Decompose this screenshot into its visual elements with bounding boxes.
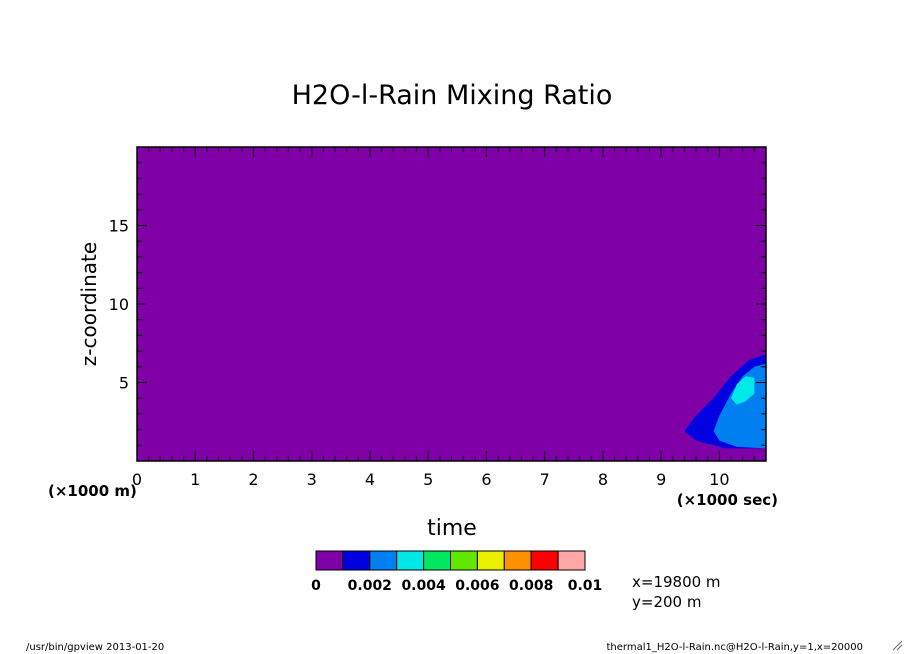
contour-layer — [684, 354, 766, 449]
position-x-label: x=19800 m — [632, 573, 721, 591]
colorbar-label: 0.006 — [455, 578, 499, 594]
chart-title: H2O-l-Rain Mixing Ratio — [292, 80, 613, 111]
position-y-label: y=200 m — [632, 593, 701, 611]
x-tick-label: 5 — [423, 470, 433, 489]
x-tick-label: 7 — [540, 470, 550, 489]
x-tick-label: 0 — [132, 470, 142, 489]
x-tick-label: 6 — [481, 470, 491, 489]
x-tick-label: 1 — [190, 470, 200, 489]
x-tick-label: 4 — [365, 470, 375, 489]
x-tick-label: 10 — [709, 470, 729, 489]
colorbar-swatch — [342, 550, 371, 571]
y-tick-label: 10 — [109, 295, 129, 314]
x-axis-label: time — [427, 516, 477, 541]
colorbar-label: 0.01 — [568, 578, 603, 594]
contour-region-2 — [731, 376, 755, 405]
colorbar-swatch — [369, 550, 398, 571]
colorbar-label: 0.004 — [401, 578, 446, 594]
colorbar-label: 0 — [311, 578, 321, 594]
colorbar-swatch — [396, 550, 425, 571]
x-tick-label: 9 — [656, 470, 666, 489]
x-tick-label: 2 — [248, 470, 258, 489]
colorbar-swatch — [557, 550, 586, 571]
resize-grip-icon — [892, 640, 903, 651]
colorbar-swatch — [315, 550, 344, 571]
plot-background — [137, 147, 766, 461]
colorbar-swatch — [476, 550, 505, 571]
colorbar-swatch — [503, 550, 532, 571]
y-tick-label: 5 — [119, 374, 129, 393]
colorbar: 0 0.002 0.004 0.006 0.008 0.01 — [311, 550, 603, 594]
y-axis: 5 10 15 — [109, 146, 766, 462]
colorbar-label: 0.002 — [348, 578, 392, 594]
x-axis-unit: (×1000 sec) — [677, 491, 778, 509]
colorbar-swatch — [450, 550, 478, 571]
colorbar-label: 0.008 — [509, 578, 553, 594]
y-tick-label: 15 — [109, 217, 129, 236]
colorbar-swatch — [530, 550, 559, 571]
y-axis-unit: (×1000 m) — [48, 482, 137, 500]
colorbar-swatch — [423, 550, 452, 571]
footer-command: /usr/bin/gpview 2013-01-20 — [26, 642, 164, 653]
x-tick-label: 3 — [307, 470, 317, 489]
y-axis-label: z-coordinate — [77, 242, 101, 366]
x-tick-label: 8 — [598, 470, 608, 489]
x-axis: 0 1 2 3 4 5 6 7 8 9 10 — [132, 147, 767, 489]
footer-source: thermal1_H2O-l-Rain.nc@H2O-l-Rain,y=1,x=… — [607, 642, 864, 653]
